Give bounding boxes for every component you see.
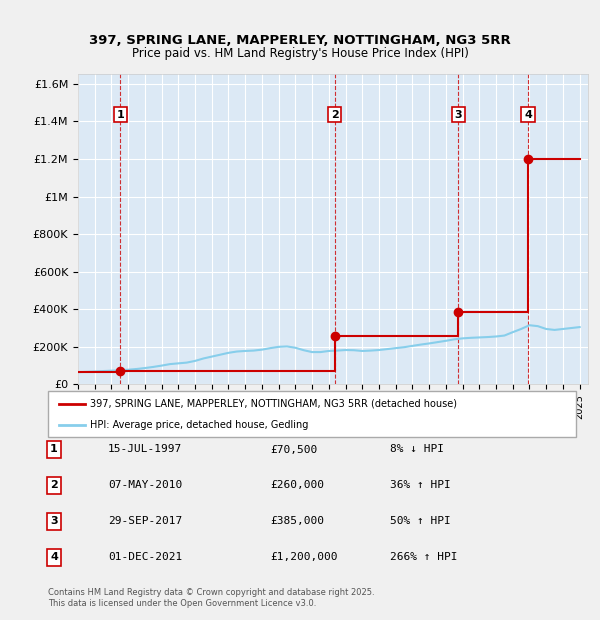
Text: £1,200,000: £1,200,000	[270, 552, 337, 562]
Text: 4: 4	[50, 552, 58, 562]
Text: Price paid vs. HM Land Registry's House Price Index (HPI): Price paid vs. HM Land Registry's House …	[131, 46, 469, 60]
Text: 01-DEC-2021: 01-DEC-2021	[108, 552, 182, 562]
Text: 07-MAY-2010: 07-MAY-2010	[108, 480, 182, 490]
Text: 4: 4	[524, 110, 532, 120]
Text: £385,000: £385,000	[270, 516, 324, 526]
Text: 36% ↑ HPI: 36% ↑ HPI	[390, 480, 451, 490]
Text: 1: 1	[116, 110, 124, 120]
Text: £70,500: £70,500	[270, 445, 317, 454]
Text: 29-SEP-2017: 29-SEP-2017	[108, 516, 182, 526]
Text: 266% ↑ HPI: 266% ↑ HPI	[390, 552, 458, 562]
Text: 397, SPRING LANE, MAPPERLEY, NOTTINGHAM, NG3 5RR (detached house): 397, SPRING LANE, MAPPERLEY, NOTTINGHAM,…	[90, 399, 457, 409]
Text: Contains HM Land Registry data © Crown copyright and database right 2025.
This d: Contains HM Land Registry data © Crown c…	[48, 588, 374, 608]
Text: 8% ↓ HPI: 8% ↓ HPI	[390, 445, 444, 454]
Text: 50% ↑ HPI: 50% ↑ HPI	[390, 516, 451, 526]
Text: 2: 2	[331, 110, 338, 120]
Text: HPI: Average price, detached house, Gedling: HPI: Average price, detached house, Gedl…	[90, 420, 308, 430]
Text: 397, SPRING LANE, MAPPERLEY, NOTTINGHAM, NG3 5RR: 397, SPRING LANE, MAPPERLEY, NOTTINGHAM,…	[89, 34, 511, 47]
Text: 2: 2	[50, 480, 58, 490]
Text: 3: 3	[50, 516, 58, 526]
FancyBboxPatch shape	[48, 391, 576, 437]
Text: 15-JUL-1997: 15-JUL-1997	[108, 445, 182, 454]
Text: 3: 3	[455, 110, 462, 120]
Text: £260,000: £260,000	[270, 480, 324, 490]
Text: 1: 1	[50, 445, 58, 454]
